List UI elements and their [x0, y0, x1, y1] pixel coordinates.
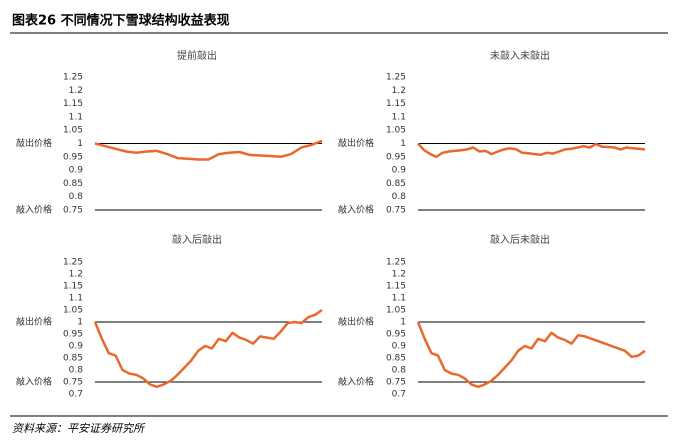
y-tick-label: 1.05: [63, 306, 83, 316]
y-tick-label: 1.25: [63, 73, 83, 83]
reference-label: 敲出价格: [16, 316, 52, 328]
panel-title: 敲入后敲出: [172, 233, 222, 246]
panel-title: 提前敲出: [177, 49, 217, 62]
y-tick-label: 0.8: [69, 192, 84, 202]
y-tick-label: 1.1: [392, 294, 406, 304]
panel-title: 敲入后未敲出: [490, 233, 550, 246]
panel-title: 未敲入未敲出: [490, 49, 550, 62]
y-tick-label: 0.9: [69, 166, 84, 176]
y-tick-label: 1: [77, 318, 83, 328]
y-tick-label: 0.75: [386, 206, 406, 216]
reference-label: 敲出价格: [338, 137, 374, 149]
y-tick-label: 0.8: [392, 192, 407, 202]
price-line: [416, 321, 646, 389]
y-tick-label: 1.2: [392, 270, 406, 280]
y-tick-label: 0.85: [63, 354, 83, 364]
y-tick-label: 0.9: [69, 342, 84, 352]
y-tick-label: 1.1: [392, 112, 406, 122]
y-tick-label: 1.15: [63, 282, 83, 292]
y-tick-label: 0.85: [63, 179, 83, 189]
y-tick-label: 0.75: [386, 378, 406, 388]
y-tick-label: 0.85: [386, 179, 406, 189]
reference-label: 敲入价格: [338, 204, 374, 216]
y-tick-label: 1: [77, 139, 83, 149]
reference-label: 敲入价格: [16, 376, 52, 388]
reference-label: 敲出价格: [338, 316, 374, 328]
y-tick-label: 1: [400, 139, 406, 149]
source: 资料来源：平安证券研究所: [12, 422, 146, 435]
y-tick-label: 1.2: [392, 86, 406, 96]
y-tick-label: 1.15: [386, 282, 406, 292]
y-tick-label: 0.95: [63, 330, 83, 340]
y-tick-label: 0.7: [392, 390, 406, 400]
figure-title: 图表26 不同情况下雪球结构收益表现: [12, 13, 230, 29]
y-tick-label: 1.25: [386, 258, 406, 268]
reference-label: 敲出价格: [16, 137, 52, 149]
y-tick-label: 0.95: [386, 330, 406, 340]
reference-label: 敲入价格: [338, 376, 374, 388]
y-tick-label: 0.95: [63, 152, 83, 162]
y-tick-label: 0.85: [386, 354, 406, 364]
y-tick-label: 1.25: [63, 258, 83, 268]
y-tick-label: 1.1: [69, 294, 83, 304]
y-tick-label: 1: [400, 318, 406, 328]
price-line: [93, 308, 323, 389]
y-tick-label: 0.95: [386, 152, 406, 162]
y-tick-label: 1.25: [386, 73, 406, 83]
y-tick-label: 0.7: [69, 390, 83, 400]
y-tick-label: 1.2: [69, 86, 83, 96]
y-tick-label: 0.8: [392, 366, 407, 376]
y-tick-label: 1.1: [69, 112, 83, 122]
y-tick-label: 0.75: [63, 206, 83, 216]
y-tick-label: 1.05: [386, 126, 406, 136]
y-tick-label: 1.2: [69, 270, 83, 280]
y-tick-label: 0.8: [69, 366, 84, 376]
price-line: [94, 139, 323, 161]
y-tick-label: 0.9: [392, 342, 407, 352]
y-tick-label: 1.05: [63, 126, 83, 136]
reference-label: 敲入价格: [16, 204, 52, 216]
y-tick-label: 0.75: [63, 378, 83, 388]
y-tick-label: 1.15: [386, 99, 406, 109]
y-tick-label: 0.9: [392, 166, 407, 176]
price-line: [417, 142, 646, 159]
y-tick-label: 1.05: [386, 306, 406, 316]
y-tick-label: 1.15: [63, 99, 83, 109]
